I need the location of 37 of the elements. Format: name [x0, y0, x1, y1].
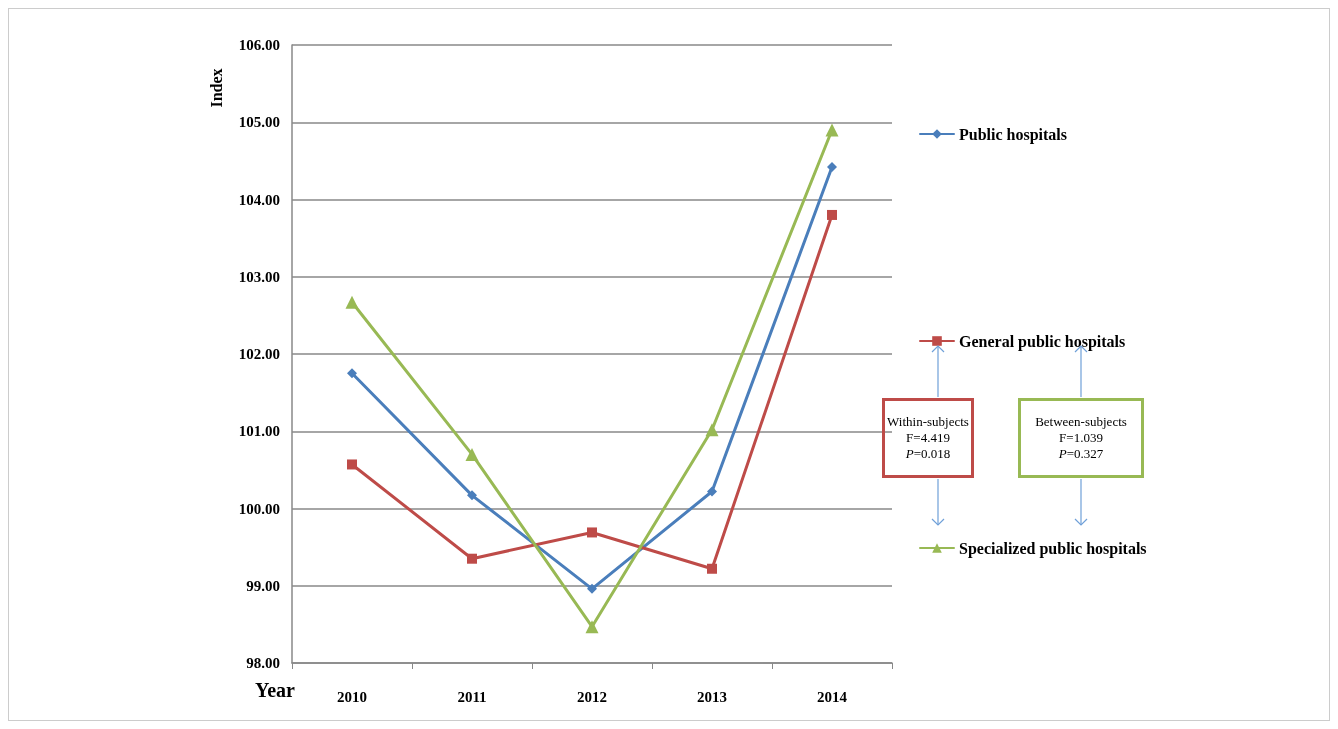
y-tick-label: 99.00	[246, 577, 280, 594]
y-tick-label: 101.00	[238, 423, 280, 440]
legend-label: Public hospitals	[959, 125, 1068, 144]
x-tick-label: 2010	[337, 688, 367, 705]
x-tick-label: 2011	[457, 688, 487, 705]
point	[825, 123, 839, 137]
point	[587, 583, 597, 594]
point	[707, 486, 717, 497]
point	[347, 368, 357, 379]
legend-label: General public hospitals	[959, 332, 1126, 351]
point	[467, 553, 477, 564]
point	[827, 162, 837, 173]
y-tick-label: 103.00	[238, 268, 280, 285]
framed-note: Between-subjects F=1.039 P=0.327	[1018, 398, 1144, 478]
y-tick-label: 104.00	[238, 191, 280, 208]
point	[705, 423, 719, 437]
point	[467, 490, 477, 501]
x-tick-label: 2012	[577, 688, 607, 705]
annotation: Within-subjects F=4.419 P=0.018	[887, 414, 969, 462]
y-axis-title: Index	[208, 67, 226, 110]
x-tick-label: 2013	[697, 688, 727, 705]
y-tick-label: 102.00	[238, 346, 280, 362]
legend-label: Specialized public hospitals	[959, 539, 1147, 558]
y-tick-label: 98.00	[246, 655, 280, 671]
point	[465, 447, 479, 461]
point	[827, 209, 837, 220]
x-axis-title: Year	[255, 679, 295, 702]
x-tick-label: 2014	[817, 688, 848, 705]
y-tick-label: 100.00	[238, 500, 280, 517]
y-tick-label: 105.00	[238, 114, 280, 131]
point	[585, 620, 599, 634]
point	[347, 459, 357, 470]
point	[345, 295, 359, 309]
point	[707, 563, 717, 574]
y-tick-label: 106.00	[238, 37, 280, 53]
framed-note: Within-subjects F=4.419 P=0.018	[882, 398, 974, 478]
point	[587, 527, 597, 538]
